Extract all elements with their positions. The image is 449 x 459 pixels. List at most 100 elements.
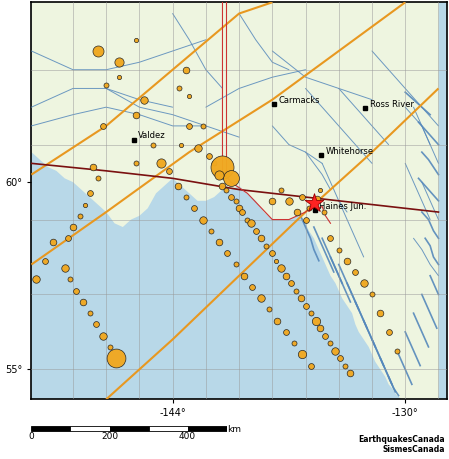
Point bbox=[166, 167, 173, 174]
Point bbox=[286, 197, 293, 205]
Point bbox=[265, 306, 273, 313]
Point bbox=[206, 152, 213, 160]
Point bbox=[41, 257, 48, 264]
Point bbox=[342, 362, 349, 369]
Point bbox=[368, 291, 375, 298]
Point bbox=[33, 276, 40, 283]
Point bbox=[277, 186, 284, 193]
Point bbox=[232, 197, 239, 205]
Point bbox=[262, 242, 269, 249]
Point bbox=[216, 238, 223, 246]
Point bbox=[335, 246, 343, 253]
Point bbox=[73, 287, 80, 294]
Point bbox=[377, 309, 384, 317]
Text: Whitehorse: Whitehorse bbox=[326, 147, 374, 156]
Point bbox=[199, 216, 206, 223]
Point bbox=[158, 160, 165, 167]
Point bbox=[86, 309, 93, 317]
Point bbox=[244, 216, 251, 223]
Bar bbox=[31, 426, 70, 431]
Point bbox=[113, 354, 120, 362]
Point bbox=[219, 182, 226, 190]
Point bbox=[327, 340, 334, 347]
Point bbox=[257, 235, 264, 242]
Point bbox=[116, 59, 123, 66]
Point bbox=[224, 250, 231, 257]
Bar bbox=[70, 426, 110, 431]
Point bbox=[99, 122, 106, 129]
Point bbox=[360, 280, 367, 287]
Text: Valdez: Valdez bbox=[138, 131, 165, 140]
Point bbox=[211, 160, 218, 167]
Point bbox=[352, 269, 359, 276]
Point bbox=[299, 351, 306, 358]
Point bbox=[235, 205, 242, 212]
Point bbox=[317, 186, 324, 193]
Point bbox=[239, 208, 246, 216]
Point bbox=[81, 201, 88, 208]
Point bbox=[327, 235, 334, 242]
Text: Haines Jun.: Haines Jun. bbox=[319, 202, 366, 211]
Point bbox=[343, 257, 351, 264]
Point bbox=[227, 175, 234, 182]
Point bbox=[92, 321, 100, 328]
Point bbox=[307, 362, 314, 369]
Point bbox=[347, 369, 354, 377]
Point bbox=[241, 272, 248, 280]
Point bbox=[207, 227, 215, 235]
Point bbox=[292, 287, 299, 294]
Point bbox=[64, 235, 71, 242]
Point bbox=[297, 295, 304, 302]
Point bbox=[176, 85, 183, 92]
Text: 200: 200 bbox=[101, 432, 118, 441]
Point bbox=[282, 272, 289, 280]
Point bbox=[320, 208, 327, 216]
Point bbox=[132, 160, 140, 167]
Point bbox=[282, 328, 289, 336]
Text: 0: 0 bbox=[29, 432, 34, 441]
Text: Ross River: Ross River bbox=[370, 100, 414, 108]
Point bbox=[317, 325, 324, 332]
Point bbox=[393, 347, 401, 354]
Point bbox=[222, 186, 229, 193]
Point bbox=[277, 264, 284, 272]
Point bbox=[185, 92, 193, 100]
Point bbox=[89, 163, 97, 171]
Point bbox=[307, 309, 314, 317]
Point bbox=[185, 122, 193, 129]
Point bbox=[299, 193, 306, 201]
Text: EarthquakesCanada
SismesCanada: EarthquakesCanada SismesCanada bbox=[358, 435, 445, 454]
Point bbox=[132, 36, 140, 44]
Point bbox=[194, 145, 201, 152]
Point bbox=[287, 280, 294, 287]
Point bbox=[79, 298, 87, 306]
Point bbox=[332, 347, 339, 354]
Point bbox=[116, 73, 123, 81]
Point bbox=[177, 141, 185, 148]
Point bbox=[216, 171, 223, 178]
Point bbox=[61, 264, 68, 272]
Point bbox=[86, 190, 93, 197]
Point bbox=[274, 317, 281, 325]
Point bbox=[385, 328, 392, 336]
Point bbox=[294, 208, 301, 216]
Point bbox=[227, 193, 234, 201]
Point bbox=[182, 193, 189, 201]
Point bbox=[310, 199, 317, 207]
Point bbox=[99, 332, 106, 339]
Point bbox=[219, 163, 226, 171]
Point bbox=[312, 317, 319, 325]
Point bbox=[174, 182, 181, 190]
Text: km: km bbox=[227, 425, 241, 434]
Point bbox=[305, 205, 313, 212]
Point bbox=[106, 343, 113, 351]
Bar bbox=[149, 426, 188, 431]
Point bbox=[199, 122, 206, 129]
Point bbox=[76, 212, 83, 219]
Point bbox=[70, 224, 77, 231]
Text: 400: 400 bbox=[179, 432, 196, 441]
Text: Carmacks: Carmacks bbox=[278, 96, 320, 105]
Point bbox=[247, 219, 254, 227]
Point bbox=[141, 96, 148, 103]
Point bbox=[191, 205, 198, 212]
